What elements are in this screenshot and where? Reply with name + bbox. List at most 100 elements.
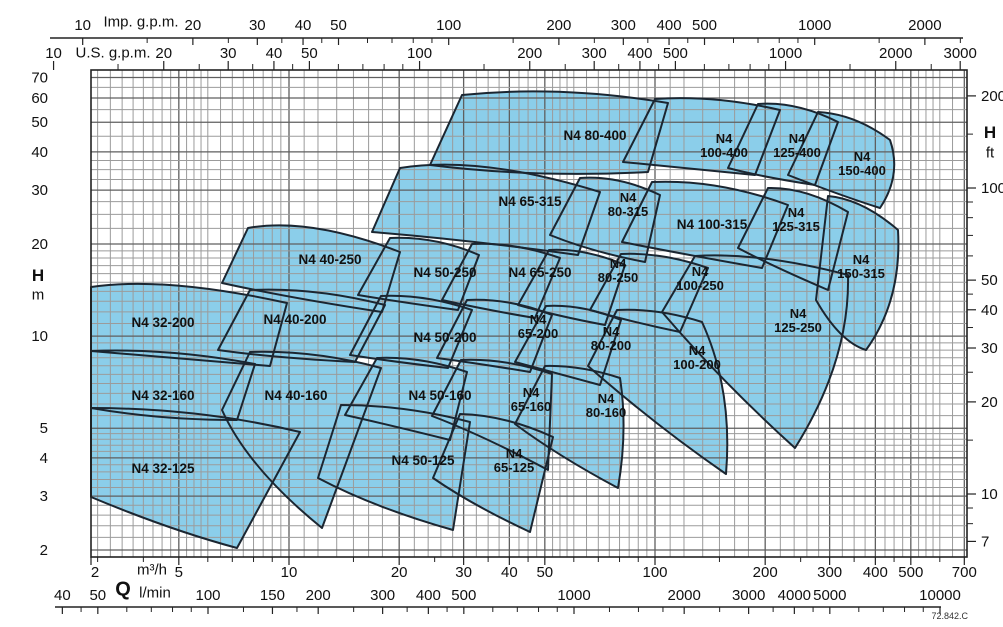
pump-label-N4-80-250: 80-250 xyxy=(598,270,638,285)
q-m3h-tick-label: 5 xyxy=(175,564,183,581)
pump-label-N4-65-315: N4 65-315 xyxy=(498,194,562,209)
pump-label-N4-125-250: 125-250 xyxy=(774,320,822,335)
head-axis-label-left: H xyxy=(31,266,45,285)
head-m-tick-label: 5 xyxy=(40,420,48,437)
imp-gpm-tick-label: 40 xyxy=(295,17,312,34)
head-m-tick-label: 20 xyxy=(31,236,48,253)
head-m-tick-label: 10 xyxy=(31,328,48,345)
q-m3h-tick-label: 20 xyxy=(391,564,408,581)
head-m-tick-label: 40 xyxy=(31,144,48,161)
pump-envelope-outline-N4-125-315 xyxy=(737,186,849,291)
us-gpm-tick-label: 100 xyxy=(407,45,432,62)
q-m3h-tick-label: 500 xyxy=(898,564,923,581)
imp-gpm-tick-label: 10 xyxy=(74,17,91,34)
q-lmin-tick-label: 40 xyxy=(54,587,71,604)
pump-label-N4-100-315: N4 100-315 xyxy=(677,217,748,232)
q-lmin-tick-label: 300 xyxy=(370,587,395,604)
pump-label-N4-100-200: N4 xyxy=(689,343,706,358)
pump-label-N4-50-160: N4 50-160 xyxy=(408,388,471,403)
imp-gpm-tick-label: 200 xyxy=(546,17,571,34)
pump-envelope-outline-N4-80-400 xyxy=(429,90,669,175)
pump-label-N4-40-250: N4 40-250 xyxy=(298,252,361,267)
pump-label-N4-65-160: 65-160 xyxy=(511,399,551,414)
pump-label-N4-40-160: N4 40-160 xyxy=(264,388,327,403)
us-gpm-tick-label: 50 xyxy=(301,45,318,62)
q-lmin-tick-label: 10000 xyxy=(919,587,961,604)
head-m-tick-label: 50 xyxy=(31,114,48,131)
pump-label-N4-100-250: N4 xyxy=(692,264,709,279)
pump-envelope-outline-N4-50-200 xyxy=(349,294,473,369)
imp-gpm-tick-label: 50 xyxy=(330,17,347,34)
pump-label-N4-32-200: N4 32-200 xyxy=(131,315,194,330)
imp-gpm-axis-unit: Imp. g.p.m. xyxy=(103,13,179,31)
q-lmin-tick-label: 400 xyxy=(416,587,441,604)
q-lmin-tick-label: 5000 xyxy=(813,587,846,604)
q-m3h-tick-label: 40 xyxy=(501,564,518,581)
us-gpm-tick-label: 2000 xyxy=(879,45,912,62)
head-m-tick-label: 4 xyxy=(40,450,48,467)
pump-label-N4-125-400: 125-400 xyxy=(773,145,821,160)
pump-envelope-fill-N4-65-315 xyxy=(372,164,600,255)
pump-label-N4-150-400: 150-400 xyxy=(838,163,886,178)
pump-envelope-outline-N4-50-250 xyxy=(357,236,480,311)
pump-label-N4-50-250: N4 50-250 xyxy=(413,265,476,280)
pump-label-N4-80-315: N4 xyxy=(620,190,637,205)
pump-label-N4-40-200: N4 40-200 xyxy=(263,312,326,327)
pump-envelope-fill-N4-65-160 xyxy=(432,359,552,470)
head-axis-unit-ft: ft xyxy=(985,144,995,162)
pump-envelope-outline-N4-65-200 xyxy=(436,298,553,373)
pump-envelope-outline-N4-80-315 xyxy=(549,176,661,263)
q-m3h-tick-label: 50 xyxy=(536,564,553,581)
pump-envelope-outline-N4-65-315 xyxy=(371,163,601,256)
pump-label-N4-100-200: 100-200 xyxy=(673,357,721,372)
us-gpm-tick-label: 1000 xyxy=(769,45,802,62)
pump-envelope-outline-N4-65-125 xyxy=(432,413,554,533)
us-gpm-tick-label: 10 xyxy=(45,45,62,62)
plot-border xyxy=(90,69,968,558)
us-gpm-tick-label: 500 xyxy=(663,45,688,62)
q-m3h-tick-label: 200 xyxy=(753,564,778,581)
q-lmin-tick-label: 100 xyxy=(195,587,220,604)
pump-label-N4-150-315: 150-315 xyxy=(837,266,885,281)
pump-envelope-fill-N4-50-160 xyxy=(345,357,467,440)
head-ft-tick-label: 100 xyxy=(981,180,1003,197)
us-gpm-tick-label: 30 xyxy=(220,45,237,62)
pump-envelope-fill-N4-40-200 xyxy=(218,289,385,362)
head-m-tick-label: 70 xyxy=(31,70,48,87)
drawing-number: 72.842.C xyxy=(931,611,968,621)
q-lmin-tick-label: 4000 xyxy=(778,587,811,604)
head-ft-tick-label: 200 xyxy=(981,88,1003,105)
pump-envelope-outline-N4-50-125 xyxy=(317,404,471,531)
pump-envelope-outline-N4-150-400 xyxy=(787,111,896,209)
head-ft-tick-label: 30 xyxy=(981,340,998,357)
pump-label-N4-125-250: N4 xyxy=(790,306,807,321)
pump-label-N4-80-200: 80-200 xyxy=(591,338,631,353)
pump-label-N4-80-250: N4 xyxy=(610,256,627,271)
pump-envelope-outline-N4-40-200 xyxy=(217,288,386,363)
q-lmin-tick-label: 2000 xyxy=(667,587,700,604)
q-m3h-tick-label: 10 xyxy=(281,564,298,581)
head-m-tick-label: 30 xyxy=(31,182,48,199)
us-gpm-tick-label: 300 xyxy=(582,45,607,62)
pump-label-N4-80-160: N4 xyxy=(598,391,615,406)
q-m3h-tick-label: 30 xyxy=(455,564,472,581)
head-ft-tick-label: 50 xyxy=(981,272,998,289)
flow-axis-unit-lmin: l/min xyxy=(139,584,171,602)
q-m3h-tick-label: 400 xyxy=(863,564,888,581)
imp-gpm-tick-label: 2000 xyxy=(908,17,941,34)
pump-envelope-outline-N4-80-200 xyxy=(514,304,622,386)
imp-gpm-tick-label: 300 xyxy=(611,17,636,34)
pump-label-N4-32-125: N4 32-125 xyxy=(131,461,195,476)
imp-gpm-tick-label: 100 xyxy=(436,17,461,34)
pump-envelope-outline-N4-100-200 xyxy=(587,308,729,475)
us-gpm-tick-label: 20 xyxy=(155,45,172,62)
pump-envelope-outline-N4-80-250 xyxy=(517,248,626,326)
head-axis-unit-m: m xyxy=(31,286,45,304)
imp-gpm-tick-label: 30 xyxy=(249,17,266,34)
q-m3h-tick-label: 700 xyxy=(952,564,977,581)
pump-envelope-outline-N4-150-315 xyxy=(815,195,900,351)
q-lmin-tick-label: 500 xyxy=(451,587,476,604)
us-gpm-tick-label: 400 xyxy=(627,45,652,62)
pump-label-N4-50-200: N4 50-200 xyxy=(413,330,476,345)
